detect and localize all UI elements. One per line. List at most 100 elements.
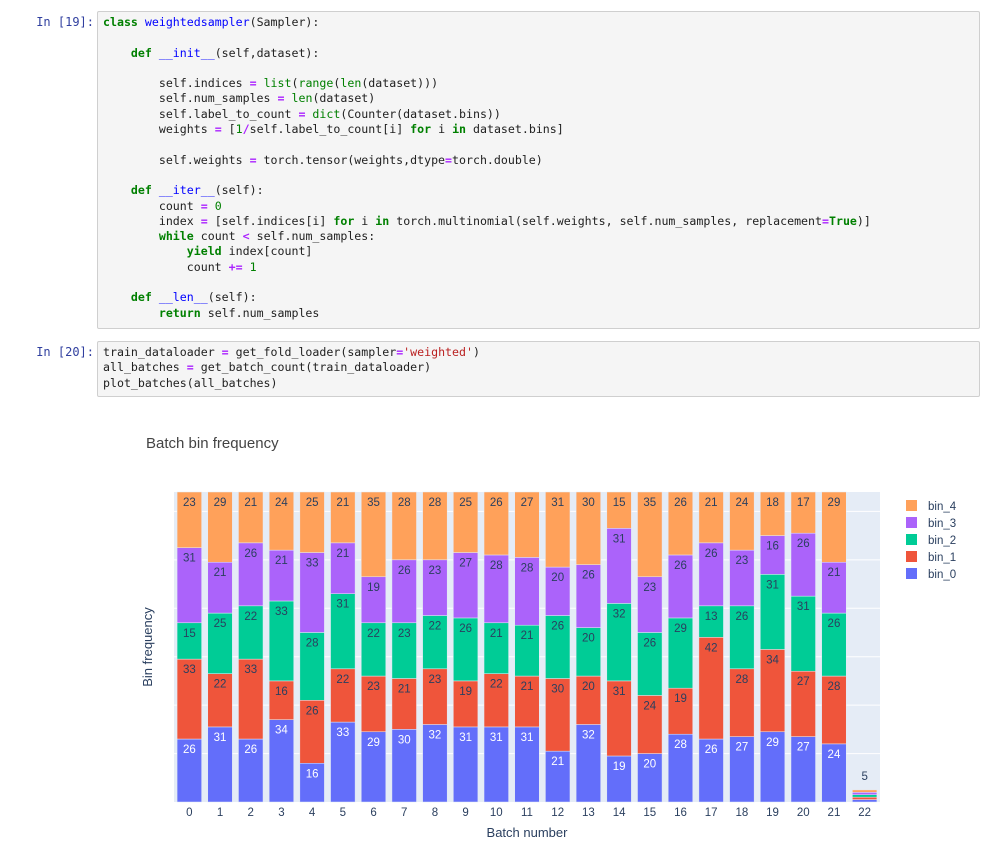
data-label: 17 bbox=[797, 497, 810, 509]
data-label: 30 bbox=[582, 497, 595, 509]
data-label: 26 bbox=[674, 560, 687, 572]
bar-segment bbox=[637, 632, 663, 696]
x-tick-label: 17 bbox=[705, 807, 718, 819]
bar-segment bbox=[360, 576, 387, 624]
data-label: 27 bbox=[797, 742, 810, 754]
code-token bbox=[103, 46, 131, 60]
data-label: 26 bbox=[797, 538, 810, 550]
code-line: def __init__(self,dataset): bbox=[103, 46, 979, 61]
code-token: len bbox=[340, 76, 362, 91]
code-token: 0 bbox=[214, 198, 222, 213]
code-token: torch.double) bbox=[452, 152, 543, 167]
bar-segment bbox=[268, 549, 294, 602]
data-label: 42 bbox=[705, 642, 718, 654]
code-token: def bbox=[130, 183, 159, 198]
data-label: 21 bbox=[244, 497, 257, 509]
data-label: 23 bbox=[429, 674, 442, 686]
data-label: 23 bbox=[398, 628, 411, 640]
code-token: ( bbox=[291, 76, 299, 91]
bar-segment bbox=[667, 733, 694, 803]
data-label: 28 bbox=[306, 637, 319, 649]
data-label: 22 bbox=[367, 628, 380, 640]
code-token: / bbox=[242, 122, 250, 137]
data-label: 26 bbox=[183, 744, 196, 756]
bar-segment bbox=[514, 675, 540, 728]
code-token: = bbox=[396, 345, 404, 359]
bar-segment bbox=[545, 566, 571, 616]
bar-segment bbox=[238, 491, 264, 544]
code-editor[interactable]: train_dataloader = get_fold_loader(sampl… bbox=[97, 341, 980, 397]
bar-segment bbox=[852, 796, 878, 800]
bar-segment bbox=[268, 600, 294, 682]
bar-segment bbox=[483, 491, 509, 556]
code-token: yield bbox=[186, 244, 222, 259]
data-label: 30 bbox=[551, 683, 564, 695]
bar-segment bbox=[729, 491, 755, 551]
data-label: 29 bbox=[367, 737, 380, 749]
code-token: (Counter(dataset.bins)) bbox=[340, 106, 501, 121]
code-line: all_batches = get_batch_count(train_data… bbox=[103, 360, 979, 375]
data-label: 33 bbox=[183, 664, 196, 676]
data-label: 23 bbox=[643, 582, 656, 594]
bar-segment bbox=[514, 491, 540, 558]
code-token: (Sampler): bbox=[249, 15, 320, 29]
data-label: 21 bbox=[551, 756, 564, 768]
bar-segment bbox=[422, 559, 448, 616]
data-label: 19 bbox=[674, 693, 687, 705]
code-token: = bbox=[221, 345, 229, 359]
code-line: self.weights = torch.tensor(weights,dtyp… bbox=[103, 153, 979, 168]
data-label: 33 bbox=[244, 664, 257, 676]
bar-segment bbox=[207, 491, 233, 563]
code-token: return bbox=[158, 305, 201, 320]
x-tick-label: 1 bbox=[217, 807, 223, 819]
data-label: 22 bbox=[490, 679, 503, 691]
code-editor[interactable]: class weightedsampler(Sampler): def __in… bbox=[97, 11, 980, 329]
bar-segment bbox=[299, 763, 325, 803]
code-token: weights bbox=[103, 122, 215, 137]
legend-item-label: bin_4 bbox=[928, 501, 957, 513]
data-label: 31 bbox=[613, 686, 626, 698]
code-line: plot_batches(all_batches) bbox=[103, 376, 979, 391]
data-label: 29 bbox=[674, 623, 687, 635]
data-label: 26 bbox=[828, 618, 841, 630]
code-token: self.label_to_count bbox=[103, 106, 299, 121]
bar-segment bbox=[667, 491, 694, 556]
bar-segment bbox=[268, 491, 294, 551]
bar-segment bbox=[391, 622, 417, 679]
data-label: 21 bbox=[828, 567, 841, 579]
bar-segment bbox=[637, 576, 663, 633]
data-label: 26 bbox=[244, 548, 257, 560]
data-label: 35 bbox=[367, 497, 380, 509]
bar-segment bbox=[207, 561, 233, 614]
data-label: 25 bbox=[214, 618, 227, 630]
data-label: 26 bbox=[674, 497, 687, 509]
data-label: 26 bbox=[551, 621, 564, 633]
data-label: 26 bbox=[244, 744, 257, 756]
data-label: 28 bbox=[521, 562, 534, 574]
bar-segment bbox=[360, 622, 387, 677]
bar-segment bbox=[606, 755, 632, 803]
legend-swatch bbox=[906, 500, 917, 511]
bar-segment bbox=[391, 678, 417, 730]
data-label: 24 bbox=[643, 700, 656, 712]
code-token bbox=[103, 229, 159, 243]
code-token: self.num_samples bbox=[200, 305, 320, 320]
bar-segment bbox=[422, 615, 448, 670]
code-token: __iter__ bbox=[158, 183, 215, 198]
code-token: 1 bbox=[249, 259, 257, 274]
code-token: [ bbox=[221, 122, 236, 137]
code-token bbox=[103, 306, 159, 320]
data-label: 25 bbox=[459, 497, 472, 509]
bar-segment bbox=[330, 668, 356, 723]
code-token: train_dataloader bbox=[103, 345, 222, 359]
data-label: 26 bbox=[490, 497, 503, 509]
code-token: = bbox=[822, 213, 829, 228]
bar-segment bbox=[760, 535, 786, 575]
code-token: = bbox=[214, 122, 222, 137]
data-label: 33 bbox=[275, 606, 288, 618]
bar-segment bbox=[238, 738, 264, 803]
bar-segment bbox=[606, 491, 632, 529]
data-label: 21 bbox=[275, 555, 288, 567]
x-tick-label: 3 bbox=[278, 807, 284, 819]
code-token: get_fold_loader(sampler bbox=[228, 345, 397, 359]
